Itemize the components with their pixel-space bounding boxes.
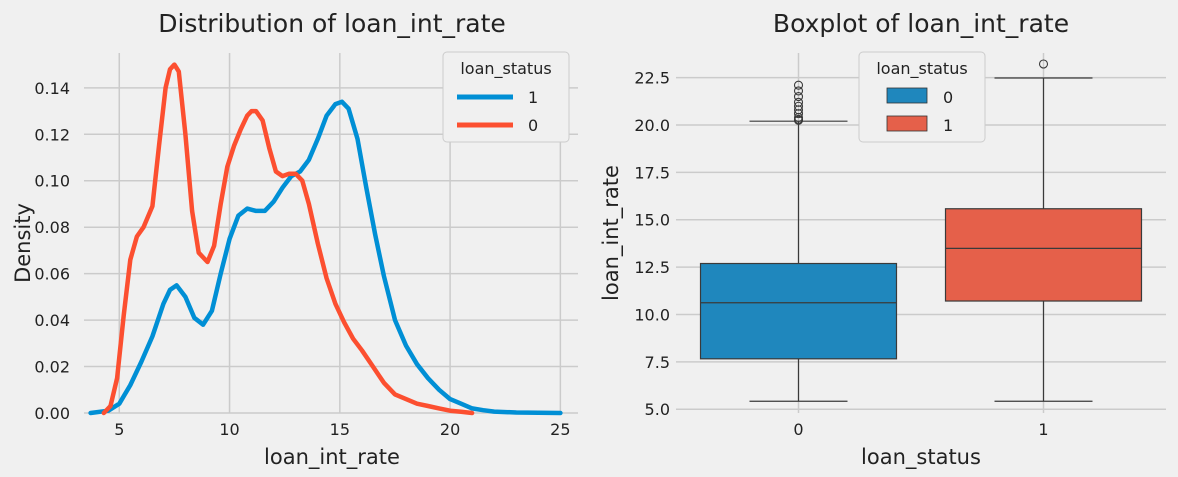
density-y-tick-label: 0.14 — [34, 79, 70, 98]
boxplot-title: Boxplot of loan_int_rate — [773, 9, 1069, 38]
box-status-0 — [699, 80, 898, 402]
density-curve-1 — [88, 99, 563, 416]
density-y-tick-label: 0.08 — [34, 218, 70, 237]
boxplot-legend-label-1: 1 — [943, 116, 953, 135]
boxplot-y-tick-label: 22.5 — [634, 69, 670, 88]
boxplot-y-tick-label: 7.5 — [645, 353, 670, 372]
boxplot-y-tick-label: 20.0 — [634, 116, 670, 135]
boxplot-legend: loan_status 0 1 — [858, 51, 986, 143]
density-legend-title: loan_status — [460, 59, 551, 79]
boxplot-y-tick-label: 5.0 — [645, 400, 670, 419]
density-y-tick-labels: 0.00 0.02 0.04 0.06 0.08 0.10 0.12 0.14 — [34, 79, 70, 423]
outlier-point — [793, 92, 804, 102]
outlier-point — [793, 109, 804, 119]
interquartile-box — [699, 262, 898, 360]
outlier-point — [1038, 59, 1049, 69]
density-curve-0 — [101, 62, 475, 416]
density-x-tick-label: 15 — [330, 420, 350, 439]
boxplot-legend-swatch-0 — [886, 87, 928, 104]
density-x-tick-label: 20 — [440, 420, 460, 439]
density-curves — [88, 62, 563, 416]
density-y-tick-label: 0.00 — [34, 404, 70, 423]
boxplot-x-tick-label: 1 — [1038, 420, 1048, 439]
boxplot-y-axis-label: loan_int_rate — [599, 165, 624, 301]
outlier-point — [793, 97, 804, 107]
boxplot-y-tick-labels: 5.0 7.5 10.0 12.5 15.0 17.5 20.0 22.5 — [634, 69, 670, 420]
boxplot-legend-title: loan_status — [876, 59, 967, 79]
boxplot-y-tick-label: 12.5 — [634, 258, 670, 277]
density-y-axis-label: Density — [11, 203, 35, 283]
boxplot-legend-swatch-1 — [886, 115, 928, 132]
density-y-tick-label: 0.12 — [34, 125, 70, 144]
boxplot-boxes — [699, 59, 1143, 402]
density-y-tick-label: 0.04 — [34, 311, 70, 330]
density-x-tick-labels: 5 10 15 20 25 — [114, 420, 570, 439]
boxplot-y-tick-label: 17.5 — [634, 163, 670, 182]
box-status-1 — [944, 59, 1143, 402]
density-legend-label-1: 1 — [528, 88, 538, 107]
density-plot-title: Distribution of loan_int_rate — [158, 9, 506, 38]
density-legend-label-0: 0 — [528, 116, 538, 135]
density-x-tick-label: 25 — [550, 420, 570, 439]
outlier-point — [793, 101, 804, 111]
density-plot-panel: 5 10 15 20 25 0.000.020.040.060.080.100.120.… — [11, 9, 578, 470]
outlier-point — [793, 86, 804, 96]
density-legend: loan_status 1 0 — [442, 51, 570, 143]
interquartile-box — [944, 208, 1143, 302]
density-y-tick-label: 0.10 — [34, 172, 70, 191]
boxplot-legend-label-0: 0 — [943, 88, 953, 107]
boxplot-y-tick-label: 10.0 — [634, 305, 670, 324]
density-y-tick-label: 0.02 — [34, 358, 70, 377]
density-x-tick-label: 10 — [219, 420, 239, 439]
boxplot-x-tick-label: 0 — [793, 420, 803, 439]
boxplot-y-tick-label: 15.0 — [634, 211, 670, 230]
outlier-point — [793, 80, 804, 90]
boxplot-x-axis-label: loan_status — [861, 445, 981, 470]
density-x-tick-label: 5 — [114, 420, 124, 439]
density-x-axis-label: loan_int_rate — [264, 445, 400, 470]
density-y-tick-label: 0.06 — [34, 265, 70, 284]
